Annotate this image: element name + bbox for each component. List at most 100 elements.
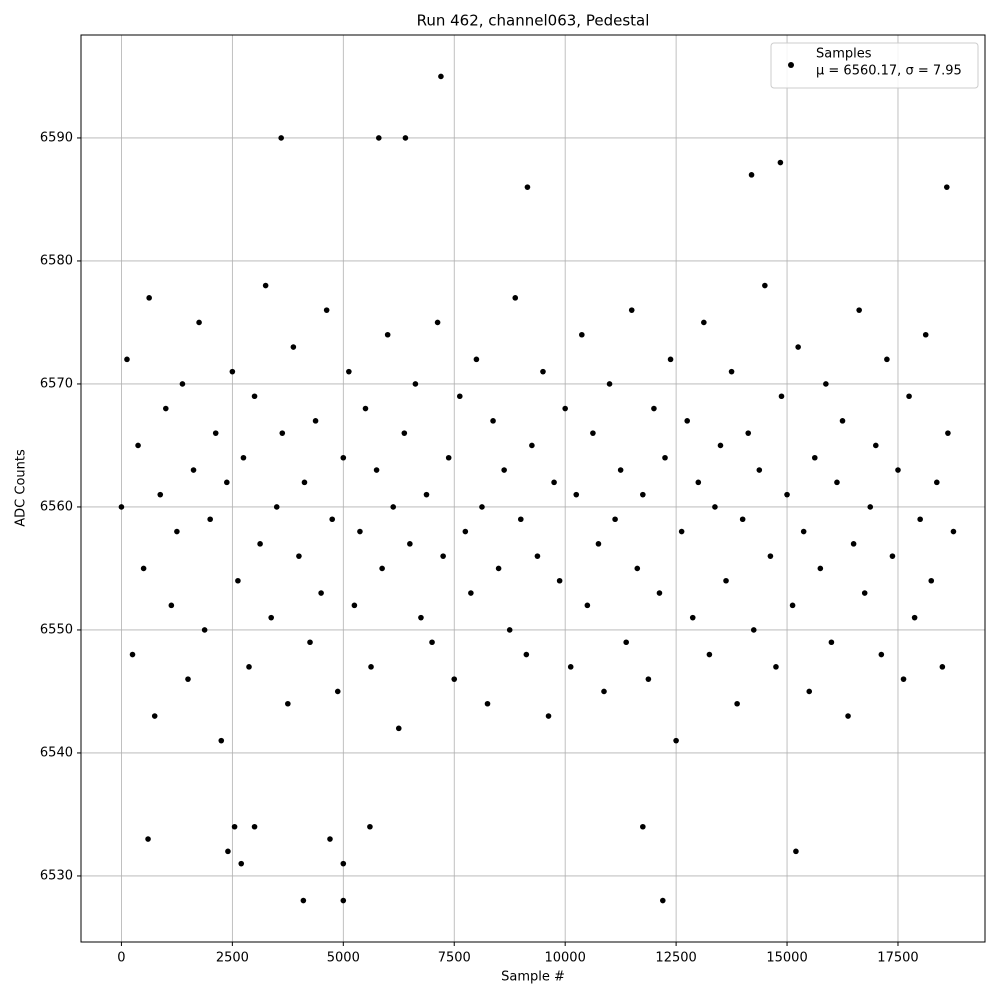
data-point [340,897,347,904]
y-tick-label: 6560 [40,499,73,514]
legend-label: Samples [816,47,872,62]
data-point [224,479,230,486]
data-point [501,467,507,473]
data-point [346,368,352,375]
data-point [529,442,535,449]
data-point [867,504,874,510]
data-point [562,405,568,412]
plot-area: 0 2500 5000 7500 10000 12500 15000 17500 6530 654… [40,35,985,966]
data-point [146,295,152,301]
data-point [340,454,347,461]
y-tick-label: 6550 [40,622,73,637]
data-point [423,491,430,498]
data-point [235,577,241,584]
data-point [312,418,319,424]
data-point [806,688,813,695]
data-point [777,159,784,166]
data-point [367,823,373,830]
y-tick-label: 6540 [40,745,73,760]
data-point [124,356,130,363]
data-point [872,442,879,449]
data-point [479,504,485,510]
data-point [789,602,796,609]
data-point [939,664,946,670]
data-point [451,676,458,682]
data-point [950,528,957,535]
y-tick-label: 6580 [40,253,73,268]
data-point [190,467,197,473]
data-point [407,541,413,547]
data-point [712,504,718,510]
data-point [257,541,263,547]
data-point [334,688,341,695]
data-point [351,602,358,609]
data-point [734,700,740,707]
data-point [795,344,801,350]
data-point [462,528,469,535]
data-point [567,664,574,670]
y-tick-label: 6570 [40,376,73,391]
data-point [145,836,151,842]
data-point [231,823,238,830]
data-point [590,430,596,436]
data-point [793,848,799,855]
data-point [440,553,446,559]
data-point [850,541,857,547]
data-point [238,860,245,867]
data-point [717,442,724,449]
data-point [307,639,313,646]
data-point [551,479,557,486]
legend: Samples μ = 6560.17, σ = 7.95 [770,42,979,89]
data-point [823,381,829,387]
data-point [745,430,752,436]
x-tick-label: 7500 [438,951,471,966]
data-point [645,676,652,682]
data-point [706,651,713,658]
data-point [174,528,180,535]
x-tick-label: 17500 [877,951,918,966]
data-point [606,381,613,387]
data-point [379,565,385,572]
data-point [340,860,347,867]
data-point [373,467,380,473]
data-point [296,553,302,559]
data-point [659,897,666,904]
data-point [268,614,274,621]
x-axis-label: Sample # [501,970,565,985]
data-point [495,565,502,572]
x-tick-label: 2500 [216,951,249,966]
data-point [534,553,541,559]
data-point [673,737,679,744]
data-point [728,368,735,375]
legend-box [770,42,979,89]
data-point [545,713,552,719]
data-point [402,135,409,141]
data-point [240,454,247,461]
data-point [179,381,186,387]
data-point [375,135,382,141]
data-point [262,282,269,289]
data-point [834,479,840,486]
data-point [756,467,763,473]
data-point [290,344,297,350]
data-point [640,491,646,498]
data-point [323,307,330,313]
y-axis-label: ADC Counts [14,449,29,527]
data-point [279,430,286,436]
data-point [922,331,929,338]
data-point [540,368,546,375]
data-point [928,577,935,584]
data-point [368,664,374,670]
x-tick-label: 5000 [327,951,360,966]
data-point [118,504,125,510]
legend-note: μ = 6560.17, σ = 7.95 [816,64,962,79]
data-point [229,368,236,375]
data-point [318,590,324,596]
data-point [151,713,158,719]
data-point [362,405,369,412]
data-point [473,356,480,363]
data-point [723,577,729,584]
data-point [623,639,629,646]
